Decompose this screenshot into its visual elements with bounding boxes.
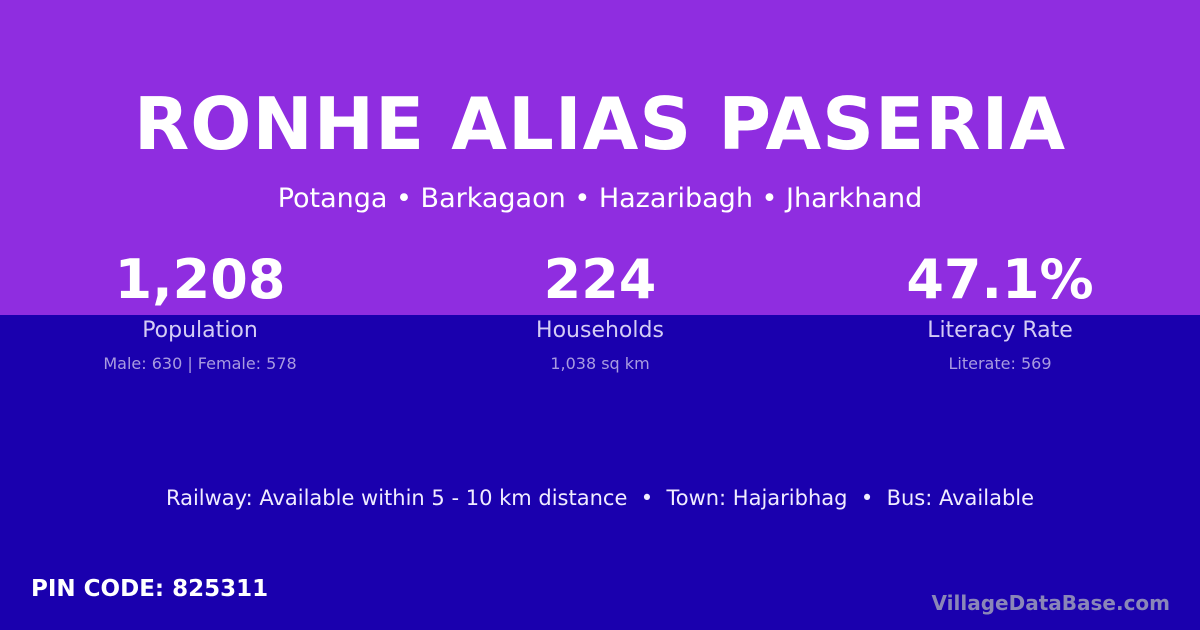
location-breadcrumb: Potanga • Barkagaon • Hazaribagh • Jhark… [277, 183, 923, 214]
stat-label: Literacy Rate [927, 318, 1073, 343]
header-band [0, 0, 1200, 315]
stat-label: Households [536, 318, 664, 343]
stat-households: 224 Households 1,038 sq km [400, 248, 800, 373]
stat-detail: Literate: 569 [948, 354, 1052, 373]
village-title: RONHE ALIAS PASERIA [133, 82, 1067, 166]
connectivity-info: Railway: Available within 5 - 10 km dist… [165, 486, 1035, 510]
stat-detail: 1,038 sq km [550, 354, 650, 373]
stat-value: 47.1% [906, 248, 1094, 311]
stat-literacy: 47.1% Literacy Rate Literate: 569 [800, 248, 1200, 373]
stat-detail: Male: 630 | Female: 578 [103, 354, 297, 373]
stat-value: 224 [543, 248, 657, 311]
brand-logo: VillageDataBase.com [931, 591, 1170, 615]
stat-value: 1,208 [114, 248, 286, 311]
stat-population: 1,208 Population Male: 630 | Female: 578 [0, 248, 400, 373]
pin-code: PIN CODE: 825311 [31, 576, 269, 602]
stat-label: Population [142, 318, 258, 343]
